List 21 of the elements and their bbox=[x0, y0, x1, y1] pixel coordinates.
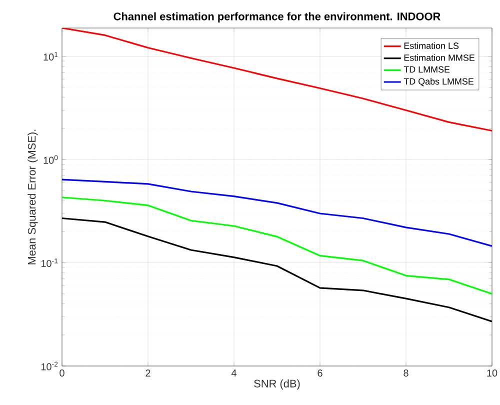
y-tick-label: 10$^{-2}$ bbox=[41, 362, 58, 370]
x-tick-label: 2 bbox=[146, 370, 150, 376]
legend-label: TD LMMSE bbox=[404, 66, 450, 73]
chart-title: Channel estimation performance for the environment. INDOOR bbox=[114, 12, 440, 22]
y-tick-label: 10$^{0}$ bbox=[44, 155, 58, 164]
x-tick-label: 6 bbox=[318, 370, 322, 377]
line-series bbox=[62, 217, 492, 322]
line-series bbox=[62, 196, 492, 295]
y-tick-label: 10$^{1}$ bbox=[44, 52, 58, 61]
y-tick-label: 10$^{-1}$ bbox=[41, 258, 58, 268]
line-series bbox=[62, 178, 492, 247]
legend-label: Estimation LS bbox=[404, 42, 459, 49]
line-series bbox=[62, 28, 492, 132]
y-axis-title: Mean Squared Error (MSE). bbox=[28, 130, 38, 264]
x-tick-label: 8 bbox=[404, 370, 408, 377]
x-axis-title: SNR (dB) bbox=[254, 379, 300, 390]
x-tick-label: 4 bbox=[231, 370, 236, 376]
legend-label: Estimation MMSE bbox=[404, 54, 475, 61]
x-tick-label: 0 bbox=[60, 370, 64, 377]
x-tick-label: 10 bbox=[487, 370, 498, 377]
legend-label: TD Qabs LMMSE bbox=[404, 78, 474, 86]
